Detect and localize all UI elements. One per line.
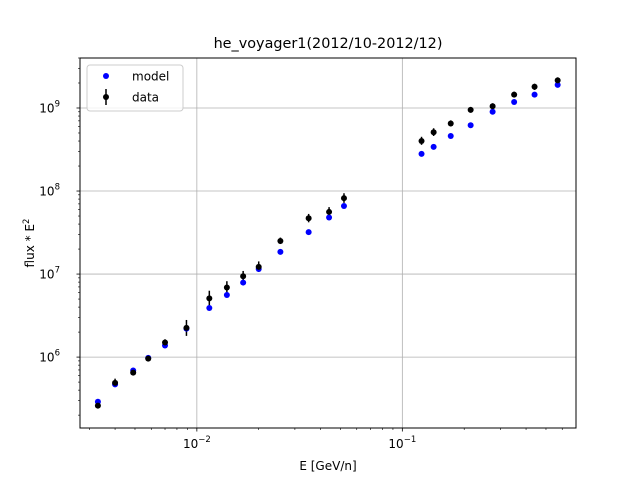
data-point xyxy=(162,339,169,346)
y-tick-base: 10 xyxy=(39,351,54,365)
model-point xyxy=(430,143,437,150)
model-point xyxy=(447,132,454,139)
data-point xyxy=(340,195,347,202)
legend: model data xyxy=(86,64,184,112)
y-axis-label-sup: 2 xyxy=(22,219,32,224)
y-tick-base: 10 xyxy=(39,268,54,282)
model-point xyxy=(511,99,518,106)
data-point xyxy=(430,129,437,136)
data-point xyxy=(489,103,496,110)
x-tick-label: 10−2 xyxy=(183,435,211,451)
data-point xyxy=(255,263,262,270)
x-axis-label: E [GeV/n] xyxy=(299,459,356,473)
model-point xyxy=(418,150,425,157)
data-point xyxy=(326,208,333,215)
data-point xyxy=(277,238,284,245)
model-point xyxy=(223,291,230,298)
y-tick-label: 107 xyxy=(39,266,60,282)
y-tick-exp: 8 xyxy=(55,183,60,193)
x-tick-base: 10 xyxy=(183,437,198,451)
x-tick-label: 10−1 xyxy=(388,435,416,451)
data-point xyxy=(145,355,152,362)
model-point xyxy=(326,214,333,221)
x-tick-labels: 10−2 10−1 xyxy=(183,435,416,451)
data-point xyxy=(206,295,213,302)
data-point xyxy=(223,284,230,291)
y-tick-base: 10 xyxy=(39,101,54,115)
chart-title: he_voyager1(2012/10-2012/12) xyxy=(214,36,443,52)
model-point xyxy=(206,305,213,312)
data-point xyxy=(511,91,518,98)
y-tick-exp: 9 xyxy=(55,99,60,109)
legend-data-marker xyxy=(103,94,109,100)
major-ticks xyxy=(76,107,403,432)
legend-model-marker xyxy=(103,73,109,79)
data-point xyxy=(130,369,137,376)
data-point xyxy=(94,402,101,409)
plot-frame xyxy=(79,57,577,429)
data-point xyxy=(467,106,474,113)
y-tick-label: 108 xyxy=(39,183,60,199)
x-tick-exp: −1 xyxy=(404,435,417,445)
model-point xyxy=(240,279,247,286)
y-tick-exp: 7 xyxy=(55,266,60,276)
legend-model-label: model xyxy=(132,70,169,84)
model-point xyxy=(489,108,496,115)
model-point xyxy=(277,248,284,255)
model-point xyxy=(305,229,312,236)
model-point xyxy=(340,203,347,210)
y-axis-label-main: flux * E xyxy=(23,224,37,267)
model-point xyxy=(467,122,474,129)
data-point xyxy=(112,379,119,386)
legend-box xyxy=(86,64,184,112)
y-tick-label: 106 xyxy=(39,349,60,365)
x-tick-exp: −2 xyxy=(198,435,211,445)
data-point xyxy=(240,273,247,280)
model-point xyxy=(531,91,538,98)
data-point xyxy=(447,120,454,127)
data-point xyxy=(305,215,312,222)
y-tick-label: 109 xyxy=(39,99,60,115)
plot-area xyxy=(80,58,576,428)
data-point xyxy=(183,324,190,331)
x-tick-base: 10 xyxy=(388,437,403,451)
data-point xyxy=(531,83,538,90)
legend-data-label: data xyxy=(132,91,159,105)
y-axis-label: flux * E2 xyxy=(22,219,37,268)
y-tick-base: 10 xyxy=(39,185,54,199)
y-tick-exp: 6 xyxy=(55,349,60,359)
data-point xyxy=(554,77,561,84)
data-point xyxy=(418,138,425,145)
series-data xyxy=(94,77,561,409)
model-point xyxy=(554,81,561,88)
